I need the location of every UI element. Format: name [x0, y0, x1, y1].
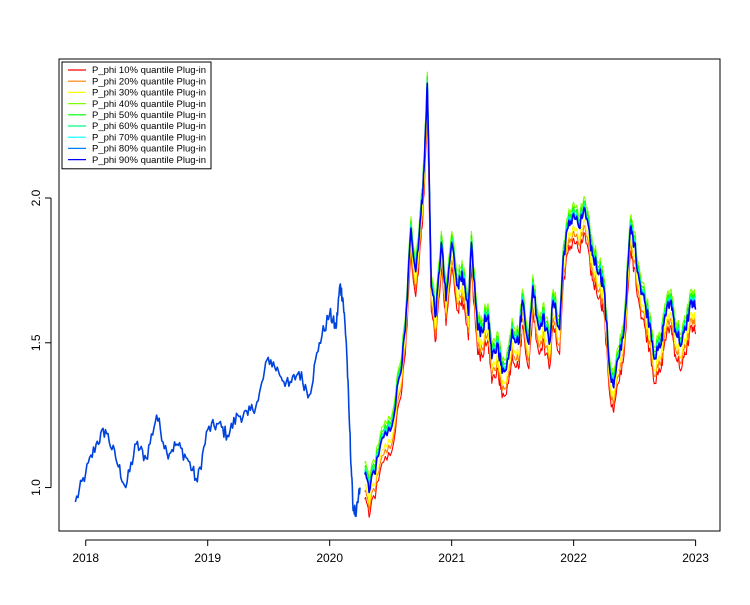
- legend-label: P_phi 30% quantile Plug-in: [92, 88, 206, 99]
- x-tick-label: 2019: [194, 551, 221, 565]
- y-axis: 1.0 1.5 2.0: [29, 189, 52, 496]
- x-tick-label: 2021: [438, 551, 465, 565]
- y-tick-label: 1.0: [29, 479, 43, 496]
- legend: P_phi 10% quantile Plug-inP_phi 20% quan…: [61, 61, 212, 170]
- x-tick-label: 2023: [682, 551, 709, 565]
- series-line-common-history: [74, 283, 361, 518]
- series-layer: [74, 71, 697, 518]
- legend-label: P_phi 20% quantile Plug-in: [92, 76, 206, 87]
- legend-label: P_phi 60% quantile Plug-in: [92, 121, 206, 132]
- legend-label: P_phi 90% quantile Plug-in: [92, 155, 206, 166]
- y-tick-label: 1.5: [29, 334, 43, 351]
- legend-box: [61, 61, 212, 170]
- series-line-q90: [363, 82, 697, 494]
- x-axis: 2018 2019 2020 2021 2022 2023: [72, 539, 709, 565]
- legend-label: P_phi 80% quantile Plug-in: [92, 144, 206, 155]
- legend-label: P_phi 70% quantile Plug-in: [92, 132, 206, 143]
- legend-label: P_phi 10% quantile Plug-in: [92, 65, 206, 76]
- x-tick-label: 2020: [316, 551, 343, 565]
- legend-label: P_phi 50% quantile Plug-in: [92, 110, 206, 121]
- y-tick-label: 2.0: [29, 189, 43, 206]
- x-tick-label: 2022: [560, 551, 587, 565]
- plot-frame: [58, 58, 721, 532]
- x-tick-label: 2018: [72, 551, 99, 565]
- legend-label: P_phi 40% quantile Plug-in: [92, 99, 206, 110]
